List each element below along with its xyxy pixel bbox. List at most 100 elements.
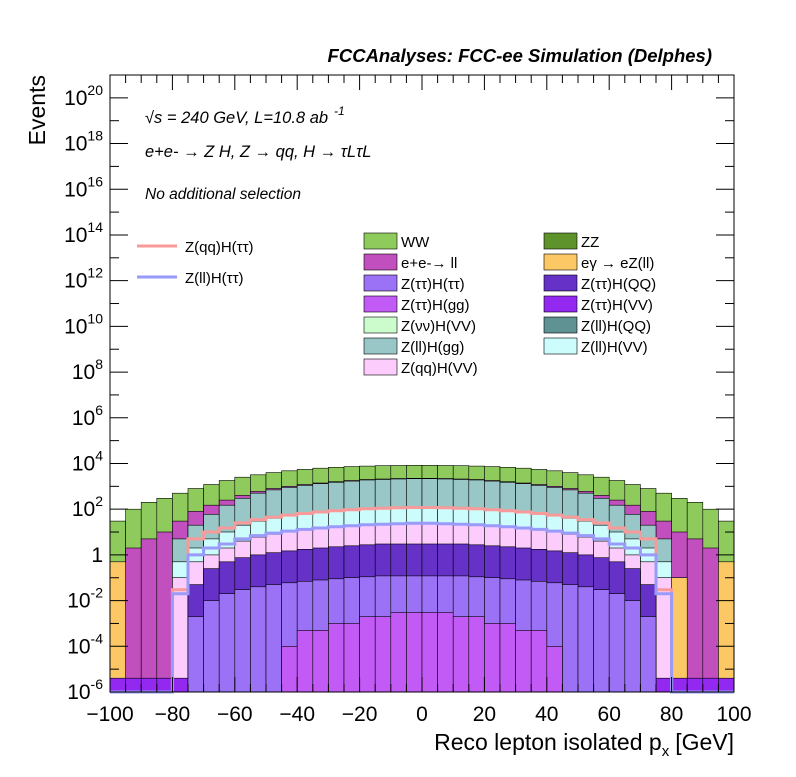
y-tick-label: 108 (72, 356, 103, 384)
x-axis-label-unit: [GeV] (675, 729, 734, 755)
stack-bar-core-zttgg (515, 629, 532, 693)
stack-bar-core-zttgg (343, 623, 360, 693)
stack-bar-core-zttvv (718, 677, 735, 693)
x-axis-label-main: Reco lepton isolated p (434, 729, 662, 755)
stack-layer-e-ez-ll (109, 561, 735, 693)
stack-bar-core-zttgg (390, 612, 407, 693)
legend-fill-label: Z(ττ)H(VV) (581, 297, 653, 314)
stack-bar-core-zttgg (468, 616, 485, 693)
signal-lines (110, 506, 734, 694)
stack-bar-core-zttgg (452, 616, 470, 693)
stack-bar-core-zttvv (686, 677, 704, 693)
y-tick-exponent: 18 (87, 128, 103, 144)
y-tick-exponent: -4 (91, 630, 104, 646)
stack-bar-core-zttgg (406, 612, 423, 693)
stack-bar-e-e-ll (125, 547, 142, 693)
x-tick-label: −80 (155, 703, 191, 726)
stack-bar-core-zttgg (484, 623, 501, 693)
y-tick-exponent: 8 (95, 356, 103, 372)
stack-bar-e-ez-ll (718, 561, 735, 693)
stack-bar-e-e-ll (686, 538, 704, 693)
stack-layer-core-zttgg (281, 612, 563, 693)
y-tick-label: 1014 (64, 219, 103, 247)
y-tick-base: 10 (67, 590, 90, 613)
stack-bar-core-zttgg (312, 629, 329, 693)
stack-bar-core-zttvv (655, 677, 672, 693)
y-tick-label: 106 (72, 402, 103, 430)
y-tick-base: 10 (67, 635, 90, 658)
legend-line-label: Z(ll)H(ττ) (185, 270, 244, 287)
stack-layers (109, 464, 735, 693)
y-tick-exponent: -6 (91, 676, 104, 692)
y-tick-label: 1 (91, 544, 103, 567)
legend-fill-swatch (543, 295, 578, 313)
y-tick-exponent: 10 (87, 310, 103, 326)
stack-bar-core-zttaa (593, 589, 610, 693)
legend-fill-swatch (363, 274, 398, 292)
legend-fill-label: Z(ll)H(QQ) (581, 318, 651, 335)
stack-bar-core-zttvv (671, 677, 688, 693)
chart-title: FCCAnalyses: FCC-ee Simulation (Delphes) (328, 45, 712, 66)
energy-annotation-text: √s = 240 GeV, L=10.8 ab (145, 109, 328, 127)
legend-fill-swatch (363, 295, 398, 313)
legend-fill-swatch (363, 358, 398, 376)
stack-bar-core-zttaa (624, 600, 641, 693)
stack-bar-core-zttgg (546, 645, 563, 693)
line-z-qq-h (110, 506, 734, 694)
y-tick-base: 10 (64, 133, 87, 156)
stack-bar-core-zttaa (640, 616, 657, 693)
x-tick-label: 60 (598, 703, 621, 726)
stack-bar-core-zttvv (172, 677, 189, 693)
legend-fill-swatch (363, 253, 398, 271)
stack-bar-e-e-ll (140, 538, 158, 693)
selection-annotation: No additional selection (145, 186, 301, 203)
legend-line-label: Z(qq)H(ττ) (185, 239, 254, 256)
stack-bar-core-zttaa (218, 593, 236, 693)
y-tick-exponent: 6 (95, 402, 103, 418)
stack-bar-core-zttgg (499, 623, 516, 693)
y-tick-label: 102 (72, 493, 103, 521)
y-tick-label: 104 (72, 447, 103, 475)
legend-fill-swatch (363, 232, 398, 250)
y-tick-base: 10 (64, 270, 87, 293)
legend: Z(qq)H(ττ) Z(ll)H(ττ) WW e+e-→ ll Z(ττ)H(ττ)… (137, 232, 656, 377)
y-tick-base: 10 (72, 498, 95, 521)
y-tick-base: 10 (64, 224, 87, 247)
y-tick-label: 10-2 (67, 585, 103, 613)
x-tick-label: 40 (535, 703, 558, 726)
x-axis-label: Reco lepton isolated px [GeV] (434, 729, 734, 760)
legend-fill-swatch (543, 316, 578, 334)
y-tick-base: 10 (64, 87, 87, 110)
y-tick-label: 10-4 (67, 630, 103, 658)
stack-bar-core-zttaa (250, 586, 267, 693)
y-tick-exponent: -2 (91, 585, 104, 601)
y-tick-exponent: 4 (95, 447, 103, 463)
y-tick-label: 1016 (64, 173, 103, 201)
legend-fill-swatch (543, 253, 578, 271)
y-tick-base: 10 (64, 315, 87, 338)
legend-fill-label: Z(νν)H(VV) (401, 318, 476, 335)
x-axis-label-subscript: x (662, 743, 670, 760)
x-tick-label: 80 (660, 703, 683, 726)
stack-bar-core-zttvv (140, 677, 158, 693)
stack-bar-core-zttgg (296, 629, 314, 693)
y-tick-base: 10 (67, 681, 90, 704)
y-tick-label: 1012 (64, 265, 103, 293)
legend-fill-swatch (363, 337, 398, 355)
legend-fill-label: Z(ll)H(gg) (401, 339, 464, 356)
y-tick-exponent: 14 (87, 219, 103, 235)
legend-fill-swatch (543, 274, 578, 292)
stack-bar-core-zttvv (702, 677, 719, 693)
y-tick-base: 10 (72, 452, 95, 475)
legend-fill-swatch (543, 337, 578, 355)
stack-bar-e-ez-ll (109, 561, 126, 693)
legend-fill-label: ZZ (581, 234, 599, 251)
stack-bar-core-zttaa (562, 584, 579, 693)
stack-bar-core-zttaa (234, 589, 251, 693)
legend-fill-label: e+e-→ ll (401, 255, 457, 272)
stack-bar-e-ez-ll (671, 577, 688, 693)
y-tick-base: 10 (72, 407, 95, 430)
x-tick-label: −60 (217, 703, 253, 726)
legend-fill-label: eγ → eZ(ll) (581, 255, 654, 272)
